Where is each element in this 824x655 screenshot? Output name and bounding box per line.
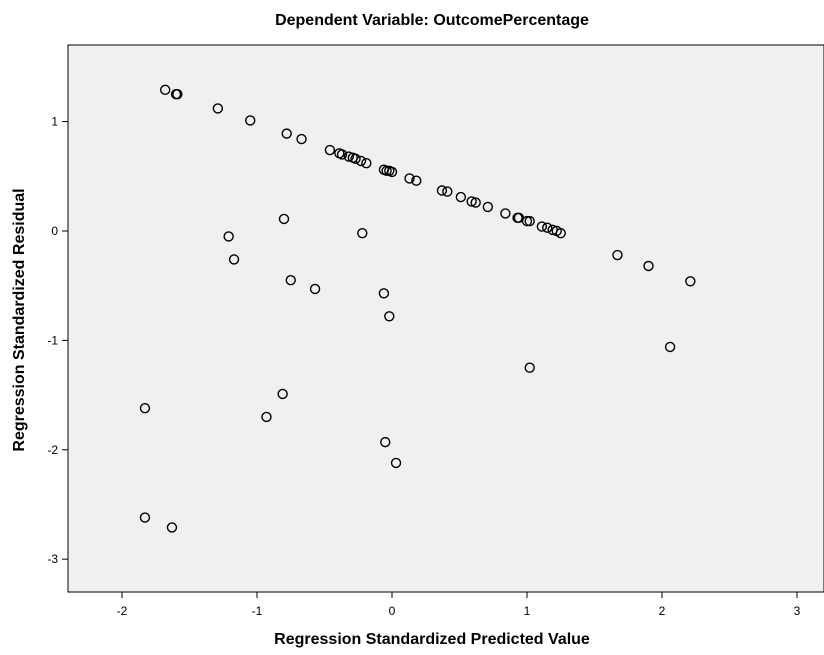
scatter-point: [455, 191, 467, 203]
y-tick-label: -1: [47, 333, 58, 347]
x-tick-label: 3: [794, 604, 801, 618]
scatter-point: [384, 311, 395, 322]
scatter-point: [436, 185, 448, 196]
scatter-point: [172, 89, 183, 100]
scatter-point: [357, 227, 368, 239]
scatter-point: [336, 149, 348, 160]
chart-title: Dependent Variable: OutcomePercentage: [275, 12, 589, 29]
scatter-point: [685, 276, 696, 287]
scatter-point: [500, 208, 511, 219]
scatter-point: [378, 288, 390, 299]
y-tick-label: -3: [47, 552, 58, 566]
scatter-point: [664, 341, 676, 353]
scatter-point: [159, 84, 171, 96]
scatter-point: [139, 403, 151, 414]
scatter-point: [521, 215, 533, 227]
x-tick-label: 0: [389, 604, 396, 618]
y-tick-label: 1: [51, 115, 58, 129]
scatter-point: [285, 275, 296, 286]
scatter-point: [361, 157, 372, 169]
scatter-point: [411, 175, 422, 186]
scatter-point: [542, 222, 553, 233]
scatter-point: [380, 436, 391, 448]
scatter-point: [524, 215, 535, 227]
scatter-point: [355, 155, 367, 167]
scatter-point: [223, 231, 234, 242]
scatter-point: [386, 166, 398, 178]
scatter-point: [309, 283, 321, 295]
y-axis-label: Regression Standardized Residual: [11, 188, 28, 451]
scatter-point: [245, 115, 256, 126]
scatter-point: [139, 512, 151, 523]
scatter-point: [524, 362, 535, 373]
scatter-point: [555, 227, 566, 239]
scatter-point: [278, 213, 290, 225]
x-tick-label: -2: [117, 604, 128, 618]
scatter-point: [281, 128, 292, 139]
x-axis-label: Regression Standardized Predicted Value: [274, 631, 590, 648]
scatter-point: [212, 103, 224, 114]
scatter-point: [324, 144, 336, 156]
scatter-point: [390, 457, 402, 469]
scatter-point: [466, 196, 477, 207]
scatter-point: [350, 153, 361, 164]
y-tick-label: 0: [51, 224, 58, 238]
x-tick-label: -1: [252, 604, 263, 618]
y-tick-label: -2: [47, 443, 58, 457]
x-axis: -2 -1 0 1 2 3: [117, 592, 801, 618]
scatter-point: [343, 151, 354, 162]
scatter-point: [643, 260, 654, 272]
scatter-point: [296, 133, 307, 145]
scatter-point: [536, 221, 548, 232]
scatter-point: [612, 249, 623, 261]
scatter-point: [470, 197, 481, 208]
scatter-point: [404, 173, 415, 184]
scatter-point: [228, 254, 240, 265]
scatter-point: [277, 388, 288, 400]
scatter-point: [261, 411, 272, 423]
scatter-point: [442, 186, 453, 197]
scatter-point: [482, 201, 494, 213]
scatter-point: [381, 165, 392, 177]
plot-area: [67, 44, 824, 593]
x-tick-label: 2: [659, 604, 666, 618]
x-tick-label: 1: [524, 604, 531, 618]
scatter-point: [166, 522, 178, 533]
y-axis: 1 0 -1 -2 -3: [47, 115, 68, 566]
data-points: [139, 84, 696, 533]
